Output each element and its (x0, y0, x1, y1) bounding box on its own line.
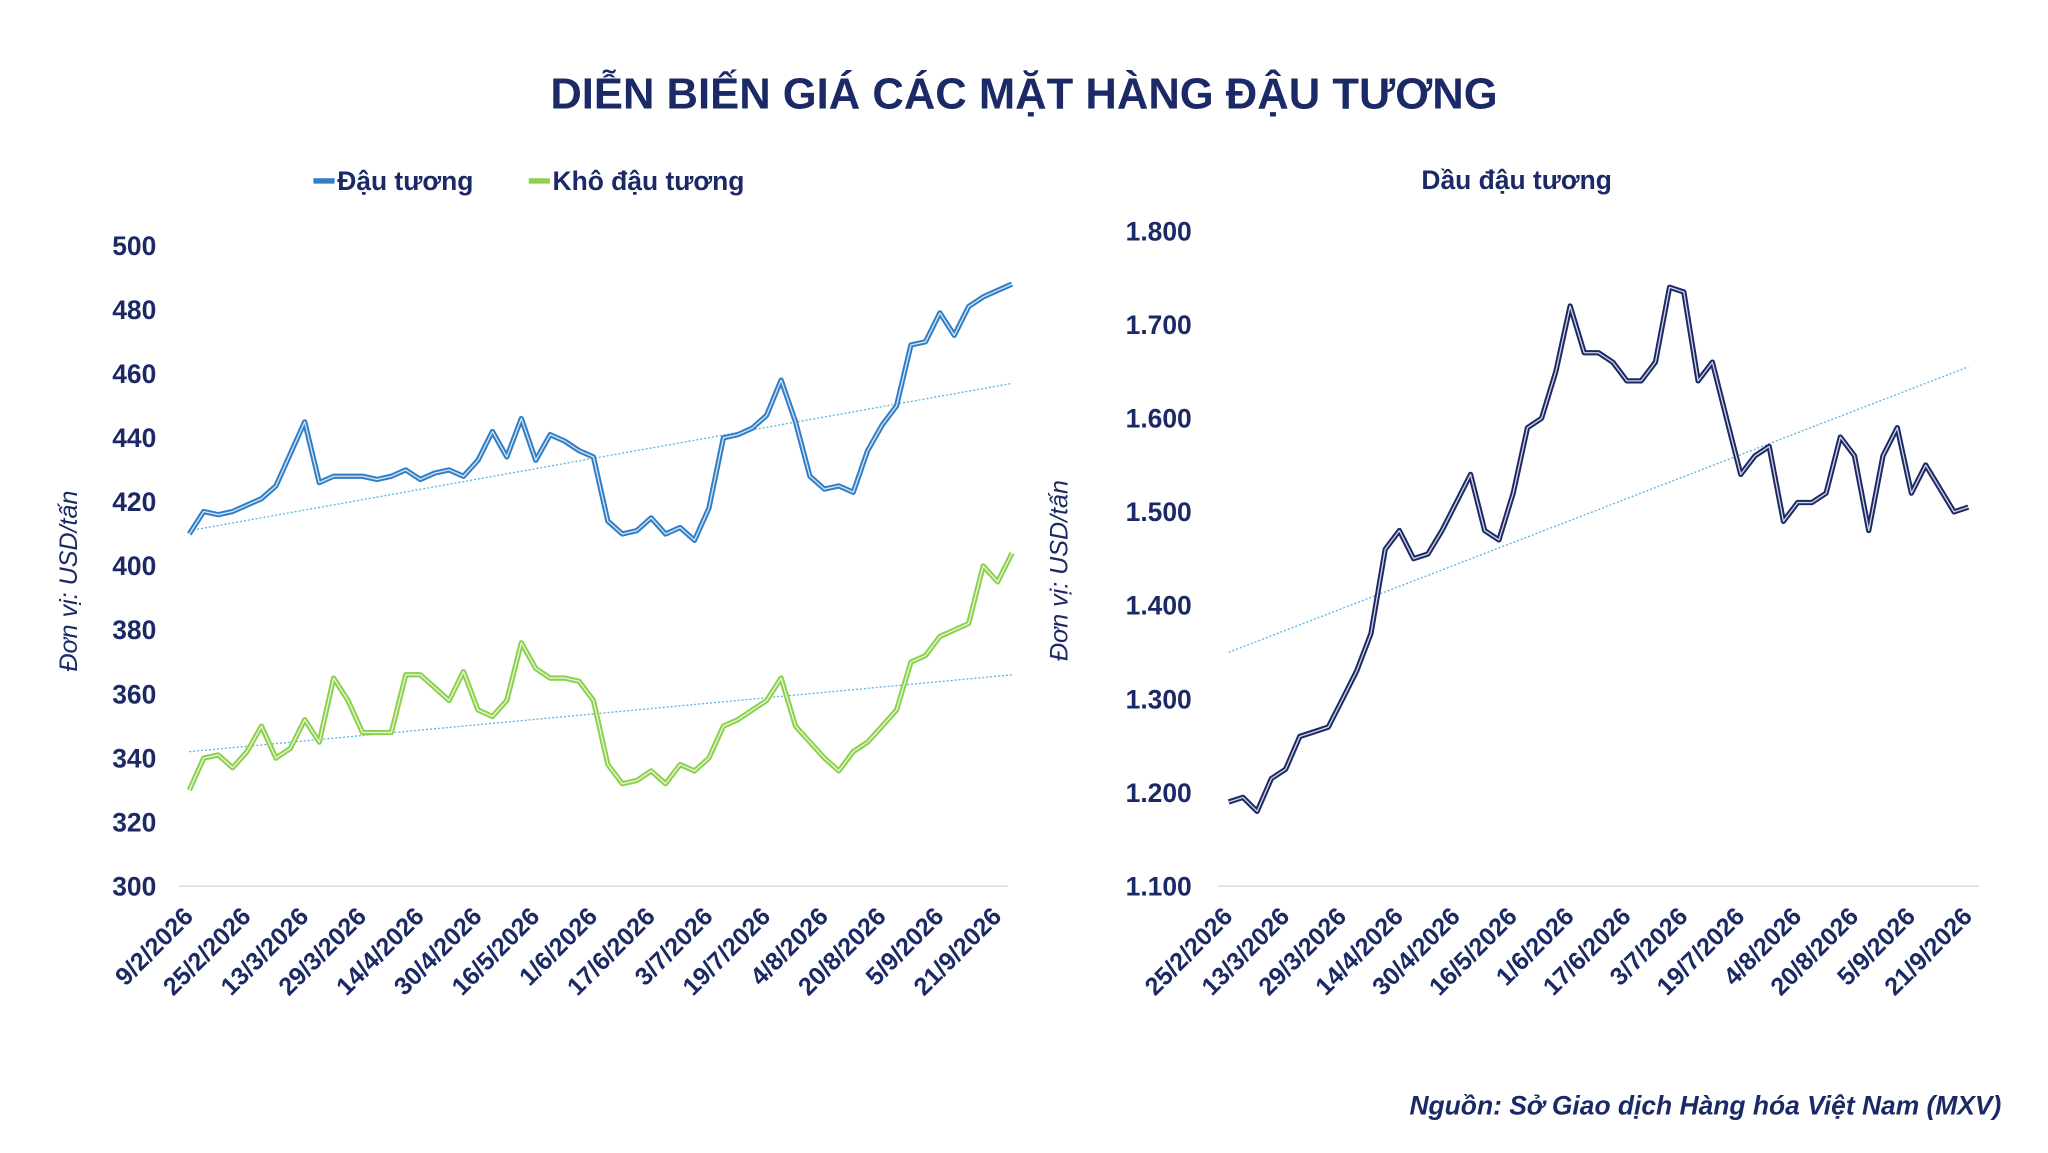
trend-line (189, 674, 1013, 753)
series-line-highlight (188, 552, 1013, 791)
y-tick-label: 1.400 (1126, 591, 1192, 621)
y-tick-label: 440 (112, 423, 156, 453)
y-tick-label: 420 (112, 487, 156, 517)
chart-title: Dầu đậu tương (1421, 165, 1611, 195)
y-tick-label: 1.200 (1126, 778, 1192, 808)
y-axis-label: Đơn vị: USD/tấn (1046, 480, 1074, 661)
y-tick-label: 1.700 (1126, 310, 1192, 340)
y-tick-label: 340 (112, 743, 156, 773)
series-line-highlight (1228, 286, 1969, 812)
y-tick-label: 320 (112, 807, 156, 837)
series-line (1227, 284, 1970, 814)
y-tick-label: 1.800 (1126, 216, 1192, 246)
page-title: DIỄN BIẾN GIÁ CÁC MẶT HÀNG ĐẬU TƯƠNG (550, 68, 1497, 118)
legend-label: Khô đậu tương (552, 166, 744, 196)
trend-line (189, 382, 1013, 532)
y-tick-label: 400 (112, 551, 156, 581)
y-tick-label: 300 (112, 871, 156, 901)
y-tick-label: 1.600 (1126, 404, 1192, 434)
y-tick-label: 460 (112, 359, 156, 389)
y-tick-label: 380 (112, 615, 156, 645)
y-tick-label: 1.100 (1126, 871, 1192, 901)
y-tick-label: 1.300 (1126, 684, 1192, 714)
trend-line (1228, 366, 1969, 653)
y-tick-label: 360 (112, 679, 156, 709)
source-note: Nguồn: Sở Giao dịch Hàng hóa Việt Nam (M… (1409, 1091, 2001, 1121)
y-axis-label: Đơn vị: USD/tấn (55, 491, 83, 672)
y-tick-label: 500 (112, 231, 156, 261)
series-line (187, 281, 1014, 543)
series-line (186, 551, 1015, 792)
y-tick-label: 480 (112, 295, 156, 325)
legend-label: Đậu tương (337, 166, 473, 196)
series-line-highlight (188, 283, 1013, 541)
y-tick-label: 1.500 (1126, 497, 1192, 527)
